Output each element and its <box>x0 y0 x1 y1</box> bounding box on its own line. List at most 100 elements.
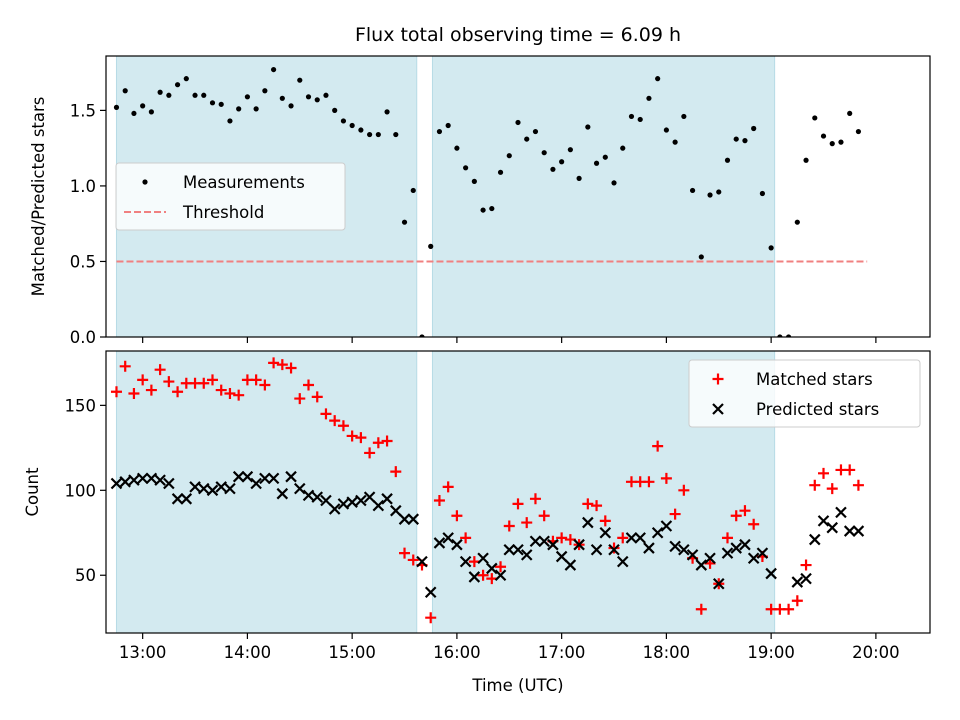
legend-box <box>688 359 921 428</box>
data-point <box>599 515 611 527</box>
data-point <box>154 364 166 376</box>
data-point <box>425 612 437 624</box>
data-point <box>733 136 739 142</box>
data-point <box>652 440 664 452</box>
x-tick-label: 13:00 <box>119 643 167 662</box>
y-tick-label: 100 <box>65 481 97 500</box>
data-point <box>198 377 210 389</box>
plot-area <box>113 66 868 337</box>
data-point <box>311 491 324 503</box>
data-point <box>643 476 655 488</box>
data-point <box>227 118 233 124</box>
data-point <box>751 125 757 132</box>
data-point <box>721 547 734 559</box>
data-point <box>573 538 585 551</box>
data-point <box>390 504 402 517</box>
data-point <box>355 494 367 507</box>
data-point <box>791 595 803 607</box>
y-tick-label: 1.5 <box>70 101 96 120</box>
data-point <box>625 532 638 544</box>
data-point <box>183 76 189 82</box>
data-point <box>119 476 131 488</box>
data-point <box>236 106 242 112</box>
data-point <box>555 550 568 563</box>
data-point <box>739 538 751 551</box>
data-point <box>145 384 157 396</box>
data-point <box>172 386 184 398</box>
data-point <box>477 569 489 581</box>
data-point <box>812 115 818 121</box>
data-point <box>424 586 437 599</box>
data-point <box>166 92 172 98</box>
data-point <box>148 109 154 115</box>
data-point <box>145 472 158 485</box>
data-point <box>826 483 838 495</box>
data-point <box>669 540 681 553</box>
data-point <box>323 92 329 98</box>
data-point <box>616 555 629 568</box>
data-point <box>416 555 428 568</box>
data-point <box>288 103 294 109</box>
series-matched-stars <box>110 357 864 624</box>
data-point <box>506 153 512 159</box>
data-point <box>529 493 541 505</box>
data-point <box>259 379 271 391</box>
chart-title: Flux total observing time = 6.09 h <box>355 24 681 46</box>
data-point <box>471 178 477 184</box>
data-point <box>576 175 582 181</box>
data-point <box>305 94 312 100</box>
legend-marker <box>142 179 148 185</box>
data-point <box>611 180 617 186</box>
data-point <box>157 89 163 95</box>
data-point <box>381 493 393 505</box>
data-point <box>113 104 120 110</box>
data-point <box>820 133 827 139</box>
data-point <box>399 547 411 559</box>
data-point <box>232 470 245 483</box>
data-point <box>337 498 350 510</box>
data-point <box>460 532 472 544</box>
data-point <box>468 556 480 568</box>
data-point <box>712 577 725 590</box>
data-point <box>608 542 620 554</box>
data-point <box>110 386 122 398</box>
data-point <box>634 532 646 544</box>
data-point <box>279 95 285 101</box>
legend-label: Predicted stars <box>756 400 879 419</box>
data-point <box>358 127 364 133</box>
data-point <box>375 131 381 138</box>
data-point <box>800 572 812 585</box>
data-point <box>363 491 376 503</box>
data-point <box>381 435 393 447</box>
top-panel-ratio: 0.0 0.5 1.0 1.5 Matched/Predicted stars Measu… <box>29 55 931 347</box>
data-point <box>689 187 696 194</box>
data-point <box>320 494 332 507</box>
data-point <box>163 477 175 490</box>
data-point <box>843 525 856 537</box>
data-point <box>454 145 460 151</box>
data-point <box>829 141 835 147</box>
data-point <box>122 88 128 94</box>
axes-frame <box>105 350 931 634</box>
data-point <box>748 518 760 530</box>
data-point <box>189 481 201 493</box>
data-point <box>716 189 722 195</box>
y-axis-label: Count <box>23 467 42 517</box>
data-point <box>314 97 320 103</box>
data-point <box>233 389 245 401</box>
data-point <box>515 119 521 126</box>
data-point <box>651 526 664 539</box>
data-point <box>646 95 652 101</box>
data-point <box>206 374 218 386</box>
data-point <box>686 549 699 561</box>
data-point <box>512 498 524 510</box>
data-point <box>215 384 227 396</box>
data-point <box>328 503 341 515</box>
y-tick-label: 1.0 <box>70 177 96 196</box>
data-point <box>215 481 227 493</box>
data-point <box>463 165 469 171</box>
data-point <box>253 106 259 112</box>
x-tick-label: 15:00 <box>328 643 376 662</box>
data-point <box>276 487 289 500</box>
data-point <box>512 543 524 556</box>
